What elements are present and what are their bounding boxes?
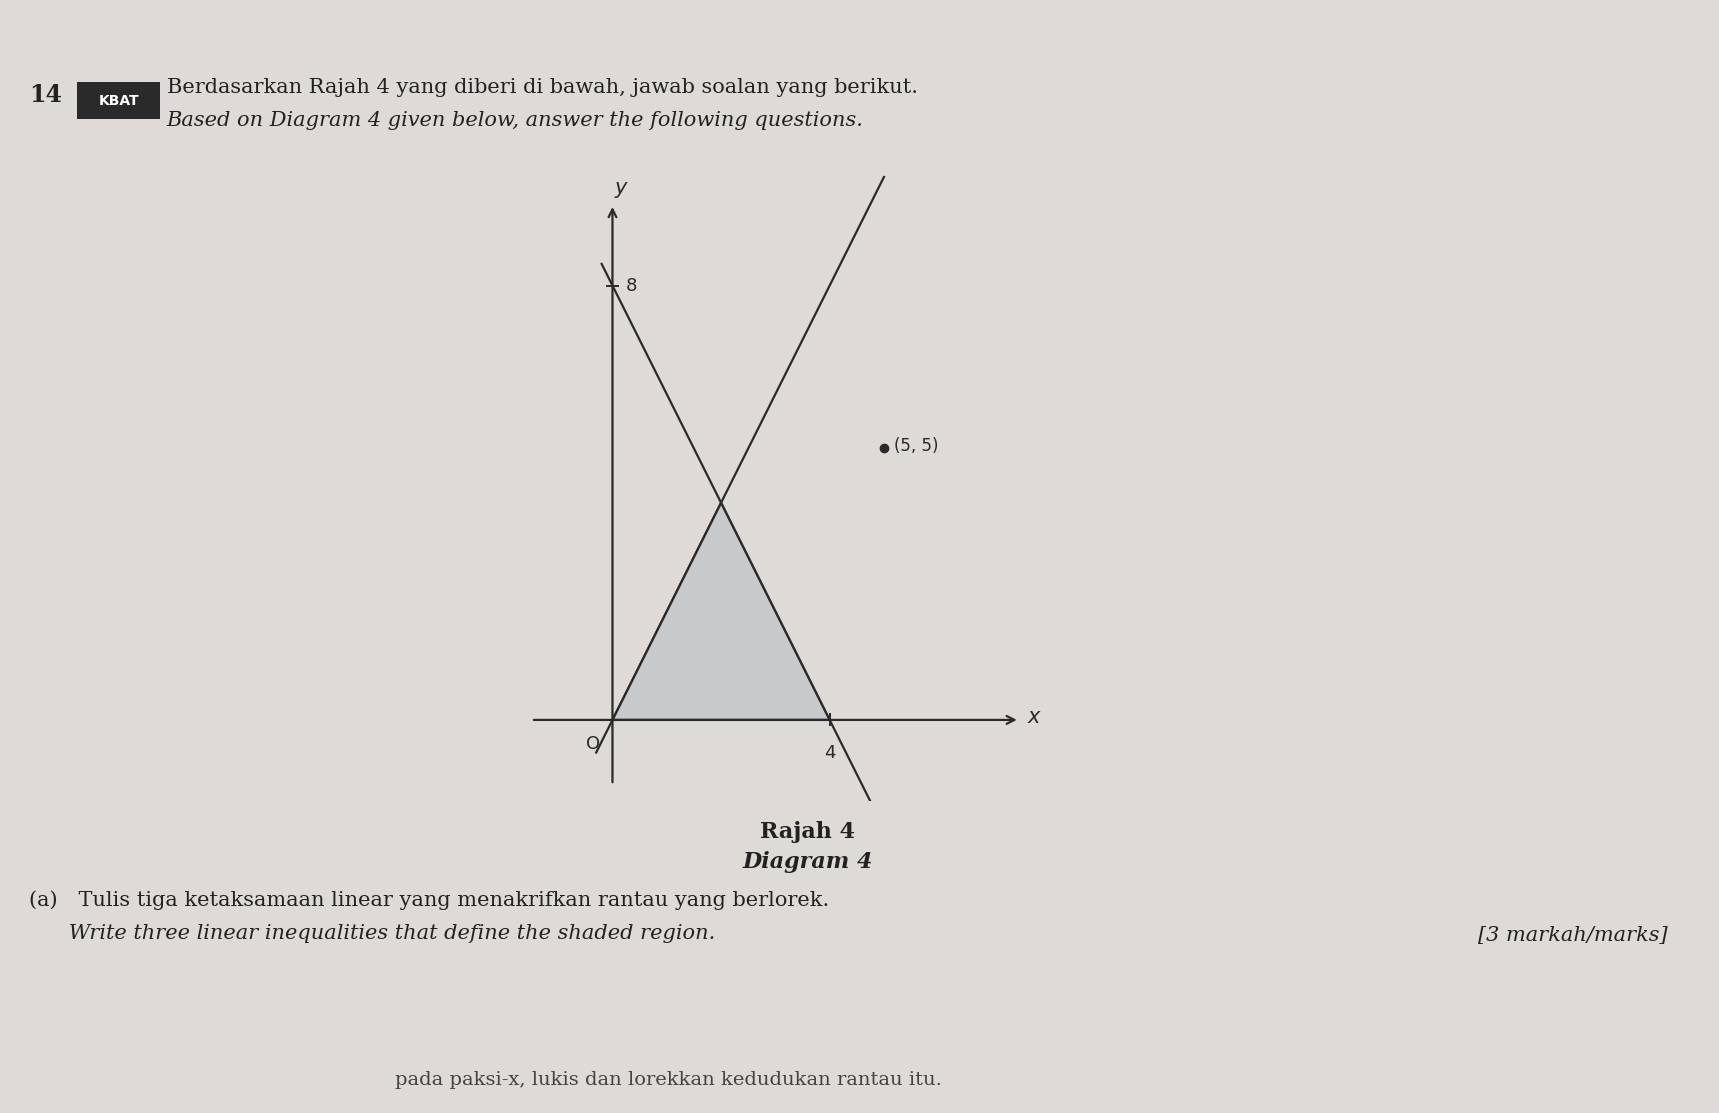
Text: Rajah 4: Rajah 4 bbox=[760, 821, 856, 844]
Text: pada paksi-x, lukis dan lorekkan kedudukan rantau itu.: pada paksi-x, lukis dan lorekkan keduduk… bbox=[395, 1071, 942, 1089]
Text: Diagram 4: Diagram 4 bbox=[743, 851, 873, 874]
Text: Write three linear inequalities that define the shaded region.: Write three linear inequalities that def… bbox=[29, 924, 715, 943]
Text: O: O bbox=[586, 736, 600, 754]
Text: Berdasarkan Rajah 4 yang diberi di bawah, jawab soalan yang berikut.: Berdasarkan Rajah 4 yang diberi di bawah… bbox=[167, 78, 918, 97]
Text: y: y bbox=[614, 178, 627, 198]
Text: Based on Diagram 4 given below, answer the following questions.: Based on Diagram 4 given below, answer t… bbox=[167, 111, 863, 130]
Text: (5, 5): (5, 5) bbox=[894, 436, 939, 455]
Text: x: x bbox=[1026, 707, 1040, 727]
Text: KBAT: KBAT bbox=[98, 93, 139, 108]
Text: 8: 8 bbox=[626, 276, 638, 295]
Text: 14: 14 bbox=[29, 83, 62, 108]
Text: 4: 4 bbox=[823, 745, 835, 762]
Polygon shape bbox=[612, 503, 830, 720]
Text: (a) Tulis tiga ketaksamaan linear yang menakrifkan rantau yang berlorek.: (a) Tulis tiga ketaksamaan linear yang m… bbox=[29, 890, 830, 910]
Text: [3 markah/marks]: [3 markah/marks] bbox=[1478, 926, 1667, 945]
